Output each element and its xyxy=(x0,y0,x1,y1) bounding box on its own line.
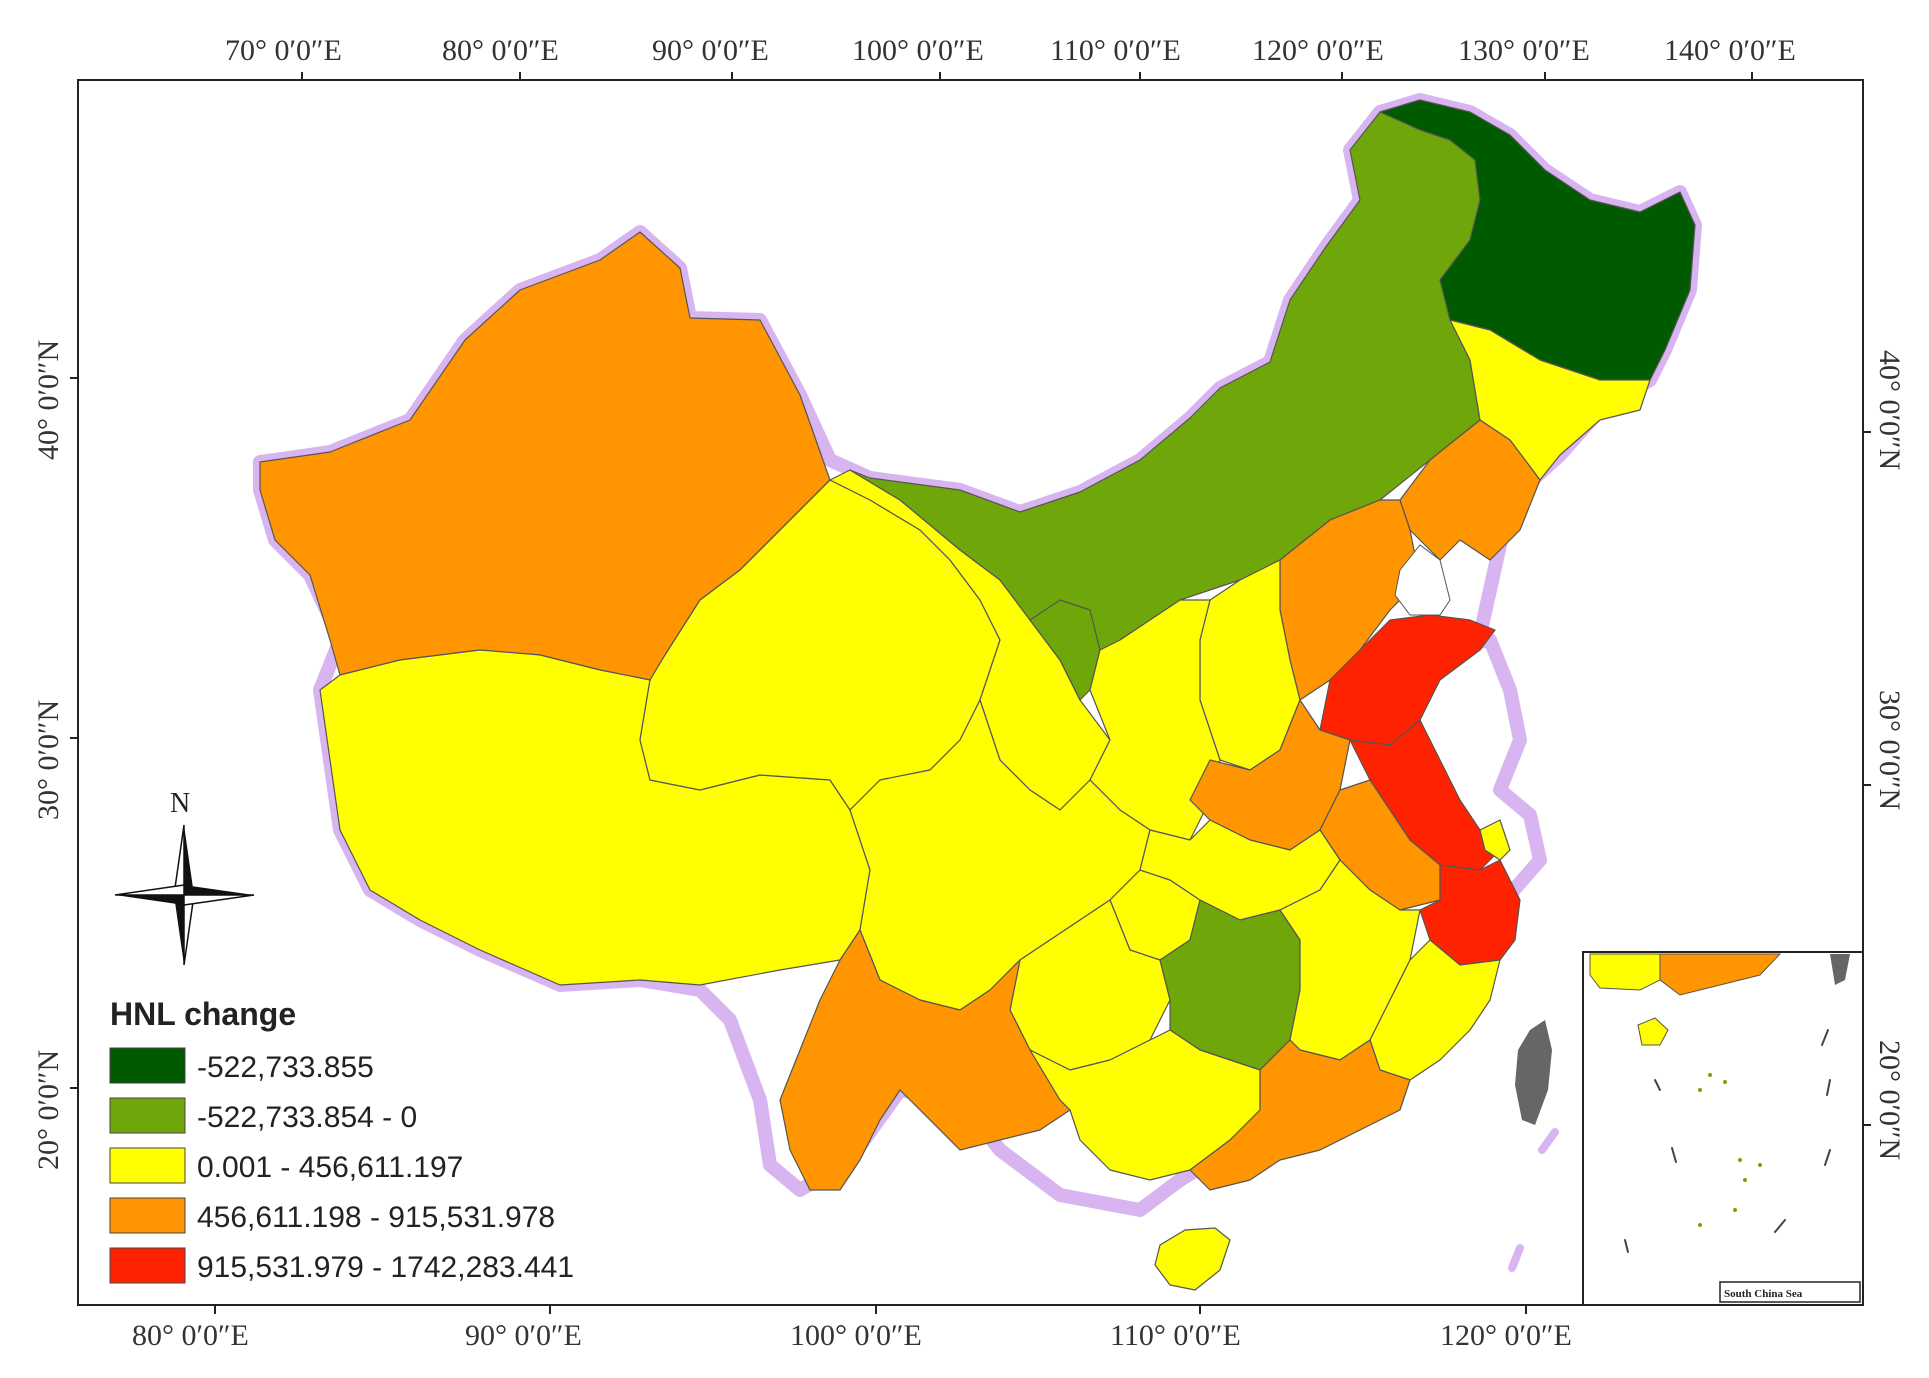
right-ticks: 40° 0′0″N 30° 0′0″N 20° 0′0″N xyxy=(1863,350,1906,1160)
legend-label-1: -522,733.855 xyxy=(197,1051,374,1084)
legend-title: HNL change xyxy=(110,996,296,1032)
legend-label-5: 915,531.979 - 1742,283.441 xyxy=(197,1251,574,1284)
top-tick-110: 110° 0′0″E xyxy=(1050,34,1181,67)
top-tick-130: 130° 0′0″E xyxy=(1458,34,1590,67)
north-label: N xyxy=(170,788,190,819)
top-ticks: 70° 0′0″E 80° 0′0″E 90° 0′0″E 100° 0′0″E… xyxy=(225,34,1796,80)
region-guangdong xyxy=(1189,1039,1411,1191)
left-tick-30: 30° 0′0″N xyxy=(32,700,65,820)
legend: HNL change -522,733.855 -522,733.854 - 0… xyxy=(109,996,574,1284)
inset-label: South China Sea xyxy=(1724,1288,1803,1300)
region-yunnan xyxy=(779,929,1071,1191)
region-liaoning xyxy=(1399,419,1541,561)
right-tick-40: 40° 0′0″N xyxy=(1873,350,1906,470)
region-taiwan xyxy=(1515,1020,1552,1125)
legend-label-4: 456,611.198 - 915,531.978 xyxy=(197,1201,555,1234)
legend-label-2: -522,733.854 - 0 xyxy=(197,1101,417,1134)
left-tick-20: 20° 0′0″N xyxy=(32,1050,65,1170)
top-tick-140: 140° 0′0″E xyxy=(1664,34,1796,67)
region-shanghai xyxy=(1479,819,1511,861)
legend-label-3: 0.001 - 456,611.197 xyxy=(197,1151,463,1184)
legend-swatch-4 xyxy=(109,1197,186,1234)
nine-dash-line xyxy=(1508,1128,1559,1272)
bottom-tick-100: 100° 0′0″E xyxy=(790,1319,922,1352)
bottom-tick-120: 120° 0′0″E xyxy=(1440,1319,1572,1352)
region-fujian xyxy=(1369,939,1501,1081)
legend-swatch-2 xyxy=(109,1097,186,1134)
legend-swatch-3 xyxy=(109,1147,186,1184)
left-tick-40: 40° 0′0″N xyxy=(32,340,65,460)
bottom-ticks: 80° 0′0″E 90° 0′0″E 100° 0′0″E 110° 0′0″… xyxy=(132,1305,1572,1352)
top-tick-120: 120° 0′0″E xyxy=(1252,34,1384,67)
top-tick-100: 100° 0′0″E xyxy=(852,34,984,67)
north-arrow: N xyxy=(114,788,255,966)
inset-south-china-sea: South China Sea xyxy=(1582,951,1864,1306)
top-tick-90: 90° 0′0″E xyxy=(652,34,769,67)
legend-swatch-1 xyxy=(109,1047,186,1084)
legend-swatch-5 xyxy=(109,1247,186,1284)
right-tick-30: 30° 0′0″N xyxy=(1873,690,1906,810)
bottom-tick-110: 110° 0′0″E xyxy=(1110,1319,1241,1352)
right-tick-20: 20° 0′0″N xyxy=(1873,1040,1906,1160)
bottom-tick-80: 80° 0′0″E xyxy=(132,1319,249,1352)
region-hainan xyxy=(1154,1227,1231,1291)
bottom-tick-90: 90° 0′0″E xyxy=(465,1319,582,1352)
bohai-sea xyxy=(1394,544,1451,616)
top-tick-70: 70° 0′0″E xyxy=(225,34,342,67)
left-ticks: 40° 0′0″N 30° 0′0″N 20° 0′0″N xyxy=(32,340,78,1170)
top-tick-80: 80° 0′0″E xyxy=(442,34,559,67)
